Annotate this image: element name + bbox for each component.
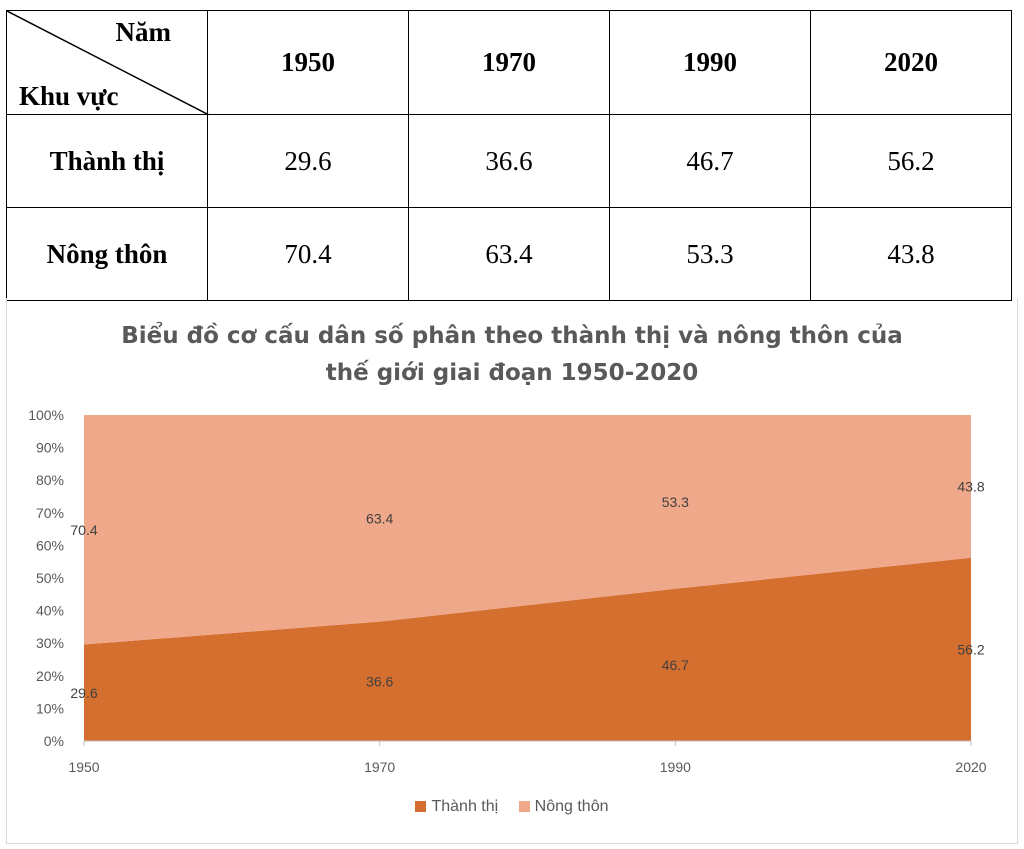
data-label: 70.4 <box>70 522 97 538</box>
y-tick-label: 0% <box>44 733 64 749</box>
legend-swatch-urban <box>415 801 427 812</box>
table-cell: 29.6 <box>207 114 409 208</box>
area-series-0 <box>84 557 971 741</box>
table-row-urban: Thành thị 29.6 36.6 46.7 56.2 <box>6 114 1012 208</box>
y-tick-label: 90% <box>36 440 64 456</box>
table-row-rural: Nông thôn 70.4 63.4 53.3 43.8 <box>6 207 1012 301</box>
corner-header-cell: Năm Khu vực <box>6 10 209 115</box>
y-tick-label: 80% <box>36 472 64 488</box>
y-tick-label: 60% <box>36 537 64 553</box>
year-header: 1950 <box>207 10 409 115</box>
y-tick-label: 40% <box>36 603 64 619</box>
diagonal-divider <box>7 11 209 115</box>
chart-title-line-1: Biểu đồ cơ cấu dân số phân theo thành th… <box>121 323 903 349</box>
x-tick-label: 1950 <box>68 759 99 775</box>
data-label: 53.3 <box>662 494 689 510</box>
year-header: 2020 <box>810 10 1012 115</box>
row-label: Nông thôn <box>6 207 208 301</box>
legend-item-rural: Nông thôn <box>518 798 609 816</box>
year-header: 1970 <box>408 10 610 115</box>
chart-plot: 0% 10% 20% 30% 40% 50% 60% 70% 80% 90% 100% 1950 197… <box>28 407 987 775</box>
legend-swatch-rural <box>518 801 530 812</box>
year-header-label: Năm <box>115 17 172 47</box>
table-cell: 46.7 <box>609 114 811 208</box>
legend-label-rural: Nông thôn <box>534 798 609 815</box>
table-cell: 36.6 <box>408 114 610 208</box>
table-cell: 70.4 <box>207 207 409 301</box>
y-tick-label: 20% <box>36 668 64 684</box>
y-tick-label: 70% <box>36 505 64 521</box>
data-label: 63.4 <box>366 510 393 526</box>
x-tick-label: 2020 <box>955 759 986 775</box>
chart-title-line-2: thế giới giai đoạn 1950-2020 <box>325 360 699 386</box>
legend-label-urban: Thành thị <box>431 798 499 815</box>
table-cell: 63.4 <box>408 207 610 301</box>
y-tick-label: 50% <box>36 570 64 586</box>
x-tick-label: 1970 <box>364 759 395 775</box>
y-tick-label: 100% <box>28 407 64 423</box>
area-series-1 <box>84 415 971 645</box>
y-tick-label: 30% <box>36 635 64 651</box>
chart-legend: Thành thị Nông thôn <box>7 798 1017 816</box>
data-label: 29.6 <box>70 685 97 701</box>
table-cell: 53.3 <box>609 207 811 301</box>
data-label: 43.8 <box>957 478 984 494</box>
table-cell: 43.8 <box>810 207 1012 301</box>
data-label: 46.7 <box>662 657 689 673</box>
table-header-row: Năm Khu vực 1950 1970 1990 2020 <box>6 10 1012 115</box>
chart-title: Biểu đồ cơ cấu dân số phân theo thành th… <box>7 318 1017 392</box>
year-header: 1990 <box>609 10 811 115</box>
row-label: Thành thị <box>6 114 208 208</box>
data-label: 56.2 <box>957 641 984 657</box>
y-tick-label: 10% <box>36 700 64 716</box>
x-tick-label: 1990 <box>660 759 691 775</box>
legend-item-urban: Thành thị <box>415 798 498 816</box>
data-label: 36.6 <box>366 673 393 689</box>
region-header-label: Khu vực <box>19 81 119 111</box>
data-table: Năm Khu vực 1950 1970 1990 2020 Thành th… <box>6 10 1012 301</box>
chart-area: Biểu đồ cơ cấu dân số phân theo thành th… <box>6 298 1018 844</box>
table-cell: 56.2 <box>810 114 1012 208</box>
